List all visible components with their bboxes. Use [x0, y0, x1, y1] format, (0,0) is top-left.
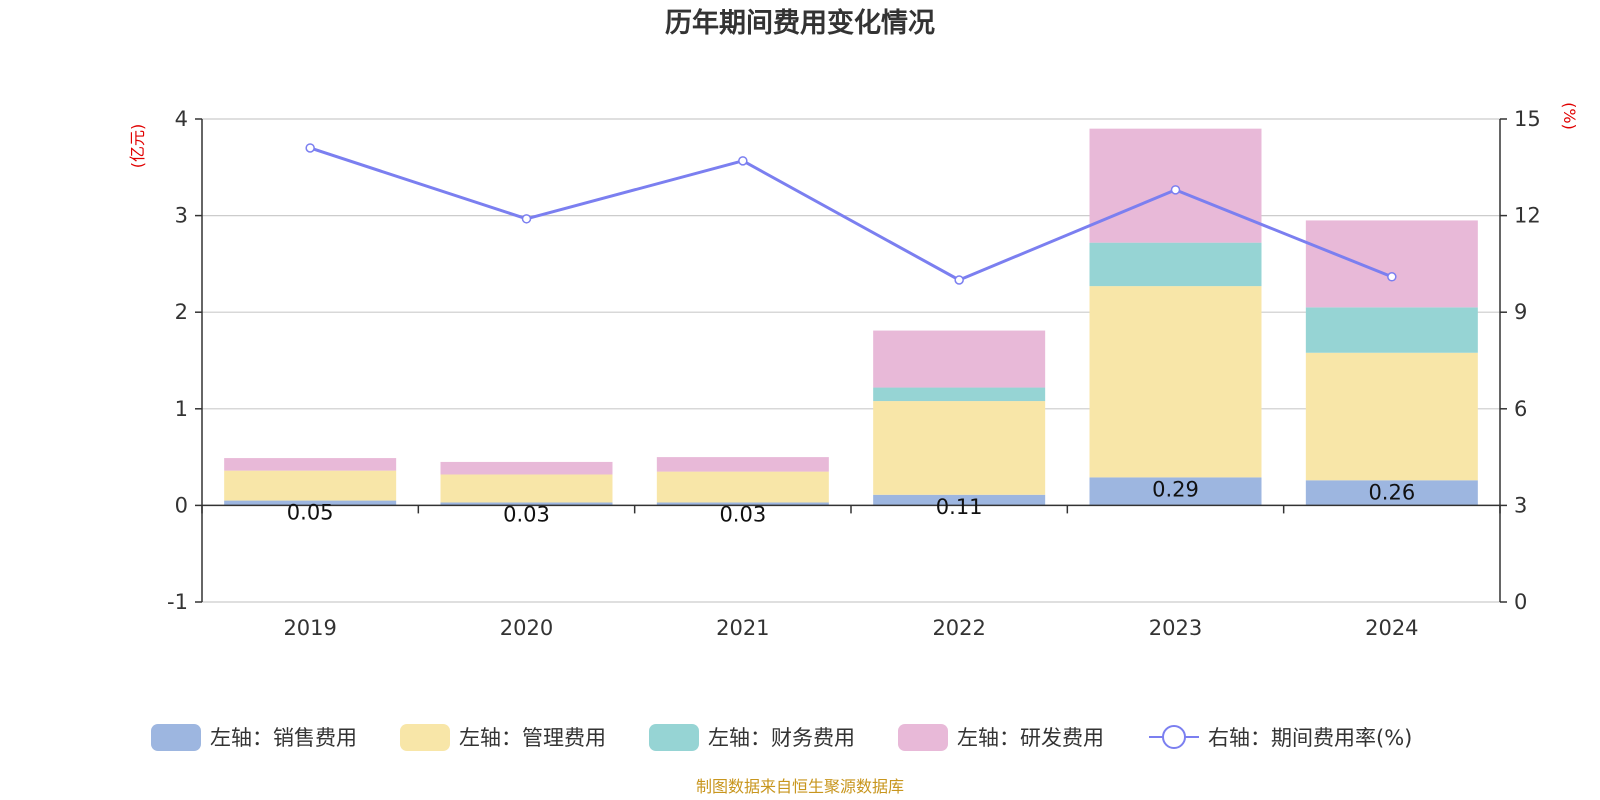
right-axis-unit: (%)	[1560, 102, 1579, 130]
right-tick-label: 15	[1514, 107, 1541, 131]
line-series	[305, 143, 1397, 285]
axes	[195, 118, 1507, 603]
bar-4-2021	[656, 457, 829, 472]
data-label-2021: 0.03	[719, 503, 766, 527]
legend-swatch	[400, 724, 450, 751]
bar-1-2024	[1305, 480, 1478, 506]
x-tick-label: 2021	[716, 616, 769, 640]
legend-item-4[interactable]: 左轴：研发费用	[898, 724, 1104, 751]
left-tick-label: 3	[175, 204, 188, 228]
line-point-2024[interactable]	[1387, 272, 1397, 282]
line-point-2021[interactable]	[738, 156, 748, 166]
line-series-path	[309, 146, 1393, 282]
data-labels: 0.05 0.03 0.03 0.11 0.29 0.26	[287, 477, 1415, 526]
legend-swatch	[151, 724, 201, 751]
legend-label: 左轴：销售费用	[210, 726, 357, 750]
left-tick-label: 1	[175, 397, 188, 421]
bar-series	[224, 128, 1478, 506]
right-tick-label: 9	[1514, 300, 1527, 324]
chart-title: 历年期间费用变化情况	[665, 7, 935, 39]
bar-1-2021	[656, 502, 829, 506]
left-axis-unit: (亿元)	[128, 124, 147, 169]
bar-2-2022	[873, 401, 1046, 495]
left-tick-label: 4	[175, 107, 188, 131]
legend-item-2[interactable]: 左轴：管理费用	[400, 724, 606, 751]
x-tick-label: 2024	[1365, 616, 1418, 640]
legend-item-5[interactable]: 右轴：期间费用率(%)	[1149, 725, 1412, 750]
right-tick-label: 3	[1514, 493, 1527, 517]
left-tick-label: -1	[167, 590, 188, 614]
line-point-2019[interactable]	[305, 143, 315, 153]
line-point-2023[interactable]	[1170, 185, 1181, 195]
bar-1-2023	[1089, 477, 1262, 506]
bar-2-2019	[224, 470, 397, 501]
bar-2-2020	[440, 474, 613, 503]
bar-3-2024	[1305, 307, 1478, 353]
bar-3-2023	[1089, 242, 1262, 287]
left-tick-label: 2	[175, 300, 188, 324]
legend-marker	[1162, 725, 1186, 749]
data-label-2022: 0.11	[936, 495, 983, 519]
right-tick-label: 12	[1514, 204, 1541, 228]
right-tick-label: 0	[1514, 590, 1527, 614]
legend-label: 右轴：期间费用率(%)	[1208, 726, 1412, 750]
legend-label: 左轴：管理费用	[459, 726, 606, 750]
bar-1-2022	[873, 494, 1046, 506]
bar-2-2021	[656, 471, 829, 503]
line-point-2020[interactable]	[521, 214, 532, 224]
bar-4-2022	[873, 330, 1046, 388]
legend-swatch	[649, 724, 699, 751]
bar-2-2024	[1305, 352, 1478, 481]
legend-item-3[interactable]: 左轴：财务费用	[649, 724, 855, 751]
legend[interactable]: 左轴：销售费用 左轴：管理费用 左轴：财务费用 左轴：研发费用 右轴：期间费用率(%)	[151, 724, 1412, 751]
bar-4-2020	[440, 461, 613, 475]
bar-3-2022	[873, 387, 1046, 402]
bar-4-2019	[224, 458, 397, 471]
x-tick-label: 2022	[932, 616, 985, 640]
source-note: 制图数据来自恒生聚源数据库	[696, 777, 904, 796]
legend-swatch	[898, 724, 948, 751]
bar-1-2020	[440, 502, 613, 506]
bar-4-2024	[1305, 220, 1478, 308]
x-tick-label: 2020	[500, 616, 553, 640]
right-tick-label: 6	[1514, 397, 1527, 421]
bar-1-2019	[224, 500, 397, 506]
bar-2-2023	[1089, 286, 1262, 478]
line-point-2022[interactable]	[954, 275, 964, 285]
data-label-2024: 0.26	[1368, 480, 1415, 504]
legend-label: 左轴：研发费用	[957, 726, 1104, 750]
legend-label: 左轴：财务费用	[708, 726, 855, 750]
x-tick-label: 2023	[1149, 616, 1202, 640]
data-label-2020: 0.03	[503, 503, 550, 527]
legend-item-1[interactable]: 左轴：销售费用	[151, 724, 357, 751]
data-label-2023: 0.29	[1152, 477, 1199, 501]
left-tick-label: 0	[175, 493, 188, 517]
data-label-2019: 0.05	[287, 501, 334, 525]
grid-lines	[202, 118, 1500, 603]
x-tick-label: 2019	[283, 616, 336, 640]
